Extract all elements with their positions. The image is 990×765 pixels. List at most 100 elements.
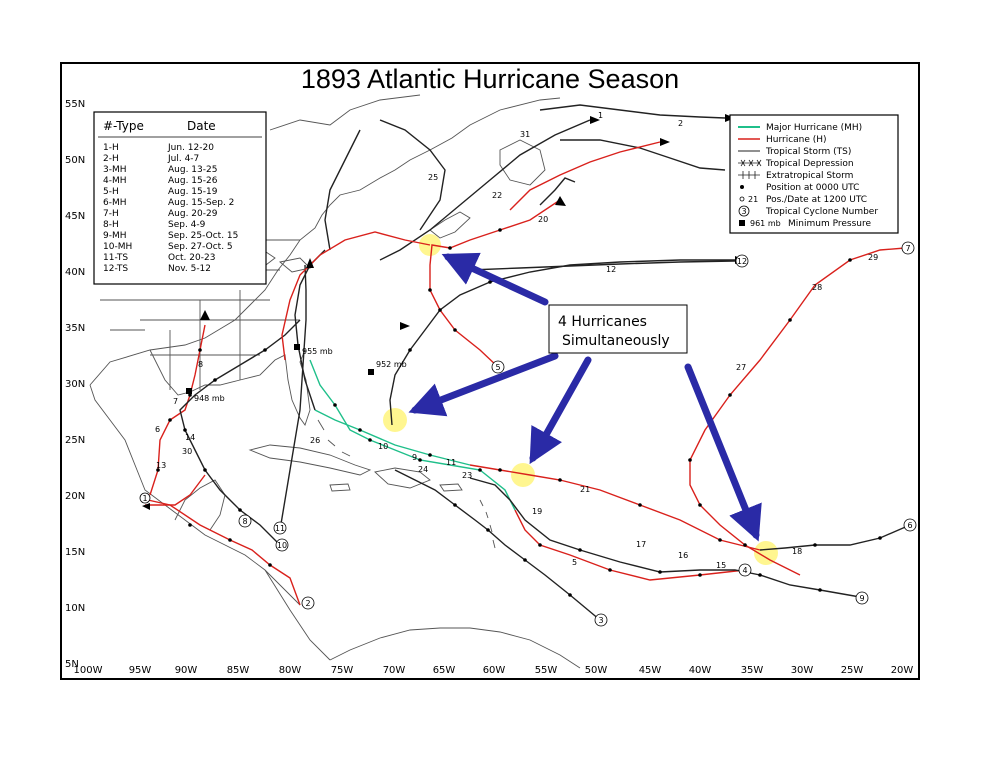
track-date-labels: 1 2 5 6 7 8 9 10 11 12 13 14 15 16 17 18…	[155, 111, 878, 570]
lon-label: 85W	[227, 665, 250, 676]
date-label: 16	[678, 551, 688, 560]
track-north-2	[560, 139, 726, 171]
lat-label: 35N	[65, 323, 85, 334]
legend-label: Tropical Storm (TS)	[765, 147, 851, 157]
lon-label: 35W	[741, 665, 764, 676]
track-west-1	[379, 119, 446, 231]
date-label: 23	[462, 471, 472, 480]
storm-table-header-date: Date	[187, 119, 216, 133]
date-label: 18	[792, 547, 802, 556]
min-pressure-markers	[186, 344, 374, 394]
track-east-1	[469, 260, 736, 271]
svg-text:5: 5	[495, 363, 500, 372]
map-legend: Major Hurricane (MH) Hurricane (H) Tropi…	[729, 114, 899, 234]
storm-row-type: 7-H	[103, 209, 119, 219]
lat-label: 25N	[65, 435, 85, 446]
pressure-label: 952 mb	[376, 360, 407, 369]
storm-row-date: Oct. 20-23	[168, 253, 215, 263]
svg-text:3: 3	[598, 616, 603, 625]
storm-row-date: Sep. 4-9	[168, 220, 206, 230]
track-storm-10	[179, 319, 301, 546]
lon-label: 60W	[483, 665, 506, 676]
legend-label: Hurricane (H)	[766, 135, 827, 145]
storm-table: #-Type Date 1-H Jun. 12-20 2-H Jul. 4-7 3-…	[93, 111, 267, 285]
arrow-to-central-storm	[529, 356, 592, 465]
date-label: 1	[598, 111, 603, 120]
legend-label: Tropical Cyclone Number	[765, 207, 878, 217]
longitude-labels: 100W 95W 90W 85W 80W 75W 70W 65W 60W 55W…	[74, 665, 914, 676]
date-label: 9	[412, 453, 417, 462]
lat-label: 10N	[65, 603, 85, 614]
track-storm-6	[759, 524, 911, 551]
legend-label: Pos./Date at 1200 UTC	[766, 195, 867, 205]
date-label: 28	[812, 283, 822, 292]
storm-row-type: 1-H	[103, 143, 119, 153]
lon-label: 90W	[175, 665, 198, 676]
date-label: 10	[378, 442, 388, 451]
legend-label: Position at 0000 UTC	[766, 183, 859, 193]
lat-label: 55N	[65, 99, 85, 110]
track-north-5	[539, 177, 576, 206]
track-storm-7	[689, 247, 906, 576]
lat-label: 50N	[65, 155, 85, 166]
lat-label: 5N	[65, 659, 79, 670]
track-storm-9	[469, 477, 861, 598]
storm-row-type: 4-MH	[103, 176, 127, 186]
storm-number-8: 8	[238, 514, 252, 528]
storm-row-date: Jun. 12-20	[167, 143, 214, 153]
annotation-arrows	[408, 252, 762, 542]
date-label: 15	[716, 561, 726, 570]
track-west-2	[324, 129, 361, 251]
storm-row-date: Aug. 13-25	[168, 165, 217, 175]
date-label: 25	[428, 173, 438, 182]
svg-text:10: 10	[277, 541, 287, 550]
legend-label: Minimum Pressure	[788, 219, 871, 229]
track-storm-1	[147, 499, 301, 606]
storm-number-7: 7	[901, 241, 915, 255]
storm-row-date: Aug. 15-Sep. 2	[168, 198, 234, 208]
track-north-3	[539, 104, 726, 119]
legend-sample: 21	[748, 195, 758, 204]
storm-row-type: 3-MH	[103, 165, 127, 175]
date-label: 21	[580, 485, 590, 494]
date-label: 20	[538, 215, 548, 224]
svg-text:4: 4	[742, 566, 747, 575]
lon-label: 50W	[585, 665, 608, 676]
map-title: 1893 Atlantic Hurricane Season	[300, 64, 680, 94]
storm-number-2: 2	[301, 596, 315, 610]
svg-text:9: 9	[859, 594, 864, 603]
track-storm-8	[149, 324, 206, 496]
storm-number-markers: 1 2 3 4 5 6 7 8 9 10 11 12	[139, 241, 917, 627]
min-pressure-square	[186, 388, 192, 394]
legend-swatch-tropical-depression	[738, 159, 762, 167]
track-storm-6-major	[469, 464, 761, 551]
legend-box	[729, 114, 899, 234]
lat-label: 20N	[65, 491, 85, 502]
storm-number-9: 9	[855, 591, 869, 605]
legend-swatch-position-dot	[740, 185, 744, 189]
track-storm-6-green	[314, 409, 471, 466]
track-north-4	[509, 141, 661, 211]
storm-number-10: 10	[275, 538, 289, 552]
annotation-callout: 4 Hurricanes Simultaneously	[548, 304, 688, 354]
svg-text:11: 11	[275, 524, 285, 533]
date-label: 17	[636, 540, 646, 549]
svg-text:7: 7	[905, 244, 910, 253]
date-label: 27	[736, 363, 746, 372]
track-storm-4-major	[309, 359, 516, 511]
date-label: 14	[185, 433, 195, 442]
annotation-line-2: Simultaneously	[562, 333, 670, 349]
date-label: 19	[532, 507, 542, 516]
latitude-labels: 55N 50N 45N 40N 35N 30N 25N 20N 15N 10N …	[65, 99, 85, 670]
legend-swatch-number-circle	[738, 205, 750, 217]
storm-row-date: Sep. 27-Oct. 5	[168, 242, 233, 252]
pressure-label: 948 mb	[194, 394, 225, 403]
date-label: 5	[572, 558, 577, 567]
lon-label: 55W	[535, 665, 558, 676]
svg-text:1: 1	[142, 494, 147, 503]
storm-number-11: 11	[273, 521, 287, 535]
track-west-3	[281, 231, 431, 361]
storm-row-type: 2-H	[103, 154, 119, 164]
storm-row-date: Aug. 15-19	[168, 187, 218, 197]
lat-label: 30N	[65, 379, 85, 390]
